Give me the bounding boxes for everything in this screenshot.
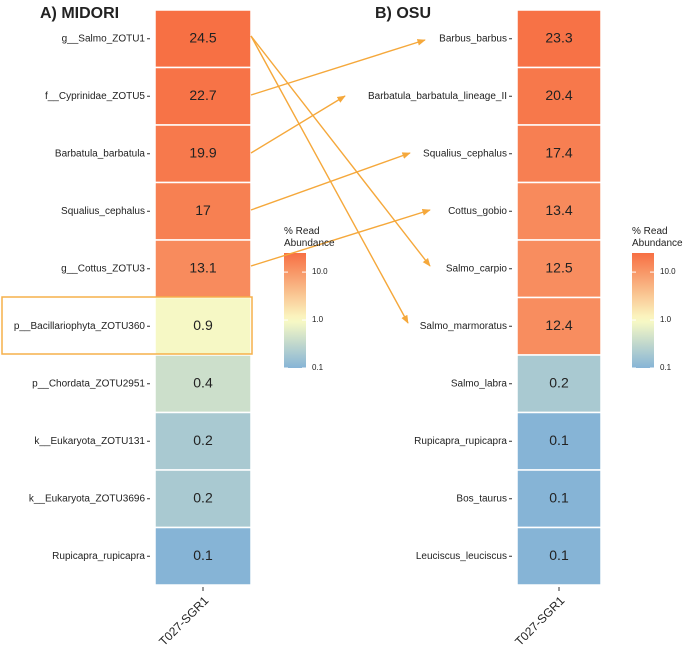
x-tick-label: T027-SGR1 [156,593,211,648]
cell-label: 0.1 [549,547,569,563]
heat-cell [516,469,602,529]
cell-label: 0.2 [193,489,213,505]
y-tick-label: k__Eukaryota_ZOTU131 [34,436,145,447]
y-tick-label: p__Chordata_ZOTU2951 [32,378,145,389]
y-tick-label: g__Salmo_ZOTU1 [62,33,146,44]
cell-label: 19.9 [189,144,216,160]
arrow [250,35,431,267]
y-tick-label: Salmo_labra [451,378,508,389]
arrow [250,152,411,211]
legend-tick-label: 1.0 [312,315,324,324]
cell-label: 20.4 [545,87,572,103]
heat-cell [516,296,602,356]
heat-cell [154,526,252,586]
panel-title: B) OSU [375,5,431,22]
cell-label: 17.4 [545,144,572,160]
y-tick-label: Rupicapra_rupicapra [414,436,507,447]
legend-tick-label: 0.1 [312,363,324,372]
legend-title: % Read Abundance [284,226,335,249]
heat-cell [154,411,252,471]
cell-label: 0.2 [193,432,213,448]
y-tick-label: Barbus_barbus [439,33,507,44]
heat-cell [516,9,602,69]
cell-label: 23.3 [545,29,572,45]
cell-label: 0.1 [193,547,213,563]
arrow [250,95,346,154]
y-tick-label: Bos_taurus [456,493,507,504]
legend-tick-label: 10.0 [660,267,676,276]
y-tick-label: Barbatula_barbatula_lineage_II [368,91,507,102]
y-tick-label: Leuciscus_leuciscus [416,551,507,562]
cell-label: 0.2 [549,374,569,390]
legend-tick-label: 10.0 [312,267,328,276]
cell-label: 13.4 [545,202,572,218]
arrow [250,209,431,267]
heat-cell [516,411,602,471]
y-tick-label: Barbatula_barbatula [55,148,146,159]
heat-cell [154,124,252,184]
arrow [250,39,426,96]
cell-label: 22.7 [189,87,216,103]
y-tick-label: Squalius_cephalus [61,206,145,217]
cell-label: 0.1 [549,489,569,505]
y-tick-label: Rupicapra_rupicapra [52,551,145,562]
heat-cell [154,66,252,126]
y-tick-label: Squalius_cephalus [423,148,507,159]
heat-cell [516,354,602,414]
arrows [250,35,431,324]
cell-label: 12.4 [545,317,572,333]
y-tick-label: f__Cyprinidae_ZOTU5 [45,91,145,102]
heat-cell [516,239,602,299]
heat-cell [516,526,602,586]
cell-label: 24.5 [189,29,216,45]
y-tick-label: Salmo_marmoratus [420,321,507,332]
heat-cell [516,124,602,184]
cell-label: 13.1 [189,259,216,275]
heat-cell [516,181,602,241]
y-tick-label: g__Cottus_ZOTU3 [61,263,145,274]
x-tick-label: T027-SGR1 [512,593,567,648]
cell-label: 17 [195,202,211,218]
legend-colorbar [632,253,654,368]
y-tick-label: Salmo_carpio [446,263,508,274]
heat-cell [154,354,252,414]
cell-label: 12.5 [545,259,572,275]
y-tick-label: Cottus_gobio [448,206,507,217]
y-tick-label: k__Eukaryota_ZOTU3696 [29,493,146,504]
legend-title: % Read Abundance [632,226,683,249]
heat-cell [154,239,252,299]
legend-tick-label: 0.1 [660,363,672,372]
arrow [250,35,409,324]
cell-label: 0.9 [193,317,213,333]
panel-title: A) MIDORI [40,5,119,22]
heat-cell [516,66,602,126]
cell-label: 0.1 [549,432,569,448]
legend-colorbar [284,253,306,368]
y-tick-label: p__Bacillariophyta_ZOTU360 [14,321,146,332]
heat-cell [154,9,252,69]
legend-tick-label: 1.0 [660,315,672,324]
cell-label: 0.4 [193,374,213,390]
highlight-box [1,296,253,355]
